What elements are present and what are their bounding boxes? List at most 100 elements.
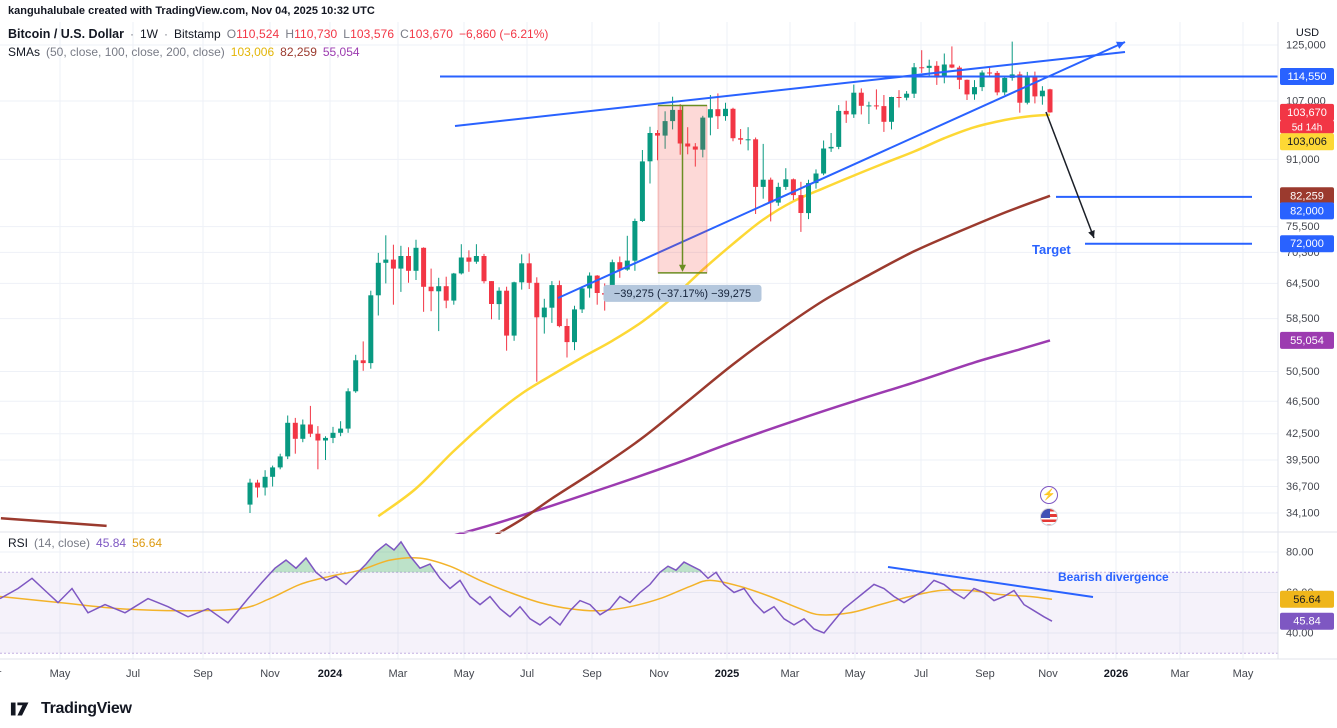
svg-text:May: May [845, 668, 866, 680]
svg-text:34,100: 34,100 [1286, 508, 1320, 520]
target-label[interactable]: Target [1032, 242, 1071, 257]
lower-trendline[interactable] [557, 41, 1126, 299]
change-value: −6,860 (−6.21%) [459, 27, 549, 41]
sma-100-line[interactable] [484, 194, 1051, 542]
sma-legend-title[interactable]: SMAs [8, 45, 41, 59]
svg-text:125,000: 125,000 [1286, 40, 1326, 52]
svg-text:−39,275 (−37.17%) −39,275: −39,275 (−37.17%) −39,275 [614, 288, 751, 300]
ohlc-low: L103,576 [343, 27, 395, 41]
sma-50-line[interactable] [377, 113, 1051, 518]
svg-text:103,670: 103,670 [1287, 107, 1327, 119]
price-badge-103006[interactable]: 103,006 [1280, 133, 1334, 151]
rsi-legend: RSI (14, close) 45.84 56.64 [8, 536, 162, 550]
svg-text:64,500: 64,500 [1286, 278, 1320, 290]
svg-text:46,500: 46,500 [1286, 396, 1320, 408]
sma-100-left-segment[interactable] [0, 517, 107, 528]
sma200-value: 55,054 [322, 45, 360, 59]
footer-bar: TradingView [0, 690, 1337, 728]
attribution-bar: kanguhalubale created with TradingView.c… [0, 0, 1337, 22]
sma100-value: 82,259 [280, 45, 317, 59]
svg-text:2026: 2026 [1104, 668, 1128, 680]
svg-text:2025: 2025 [715, 668, 739, 680]
svg-text:39,500: 39,500 [1286, 455, 1320, 467]
price-badge-82000[interactable]: 82,000 [1280, 202, 1334, 220]
svg-text:5d 14h: 5d 14h [1292, 122, 1323, 133]
attribution-text: kanguhalubale created with TradingView.c… [8, 5, 375, 17]
svg-text:Mar: Mar [1171, 668, 1190, 680]
price-badge-72000[interactable]: 72,000 [1280, 235, 1334, 253]
measure-label: −39,275 (−37.17%) −39,275 [603, 284, 762, 302]
sma-legend-row: SMAs (50, close, 100, close, 200, close)… [8, 43, 548, 61]
svg-text:40.00: 40.00 [1286, 628, 1314, 640]
svg-text:36,700: 36,700 [1286, 481, 1320, 493]
svg-text:May: May [1233, 668, 1254, 680]
price-badge-114550[interactable]: 114,550 [1280, 68, 1334, 85]
price-badge-82259[interactable]: 82,259 [1280, 187, 1334, 205]
tradingview-logo-icon[interactable] [10, 699, 34, 719]
lightning-icon: ⚡ [1042, 488, 1056, 501]
rsi-badge-4584[interactable]: 45.84 [1280, 612, 1334, 630]
svg-text:114,550: 114,550 [1288, 71, 1327, 83]
svg-text:82,259: 82,259 [1290, 190, 1324, 202]
svg-text:103,006: 103,006 [1287, 136, 1327, 148]
legend-separator-2: · [164, 27, 168, 41]
svg-text:2024: 2024 [318, 668, 343, 680]
candlestick-series[interactable] [247, 41, 1053, 513]
rsi-value: 45.84 [96, 536, 127, 550]
tradingview-brand-text[interactable]: TradingView [41, 700, 132, 717]
symbol-title[interactable]: Bitcoin / U.S. Dollar [8, 27, 124, 41]
sma50-value: 103,006 [230, 45, 275, 59]
svg-text:Mar: Mar [389, 668, 408, 680]
svg-text:55,054: 55,054 [1290, 335, 1324, 347]
svg-text:56.64: 56.64 [1293, 594, 1321, 606]
svg-text:Mar: Mar [0, 668, 2, 680]
svg-text:Sep: Sep [193, 668, 213, 680]
divergence-label[interactable]: Bearish divergence [1058, 570, 1169, 584]
economic-event-lightning-icon[interactable]: ⚡ [1040, 486, 1058, 504]
svg-text:Sep: Sep [975, 668, 995, 680]
symbol-legend-row-1: Bitcoin / U.S. Dollar · 1W · Bitstamp O1… [8, 25, 548, 43]
svg-text:Jul: Jul [126, 668, 140, 680]
interval-label[interactable]: 1W [140, 27, 158, 41]
rsi-legend-params: (14, close) [34, 536, 91, 550]
svg-text:Nov: Nov [260, 668, 280, 680]
rsi-band [0, 571, 1278, 654]
price-axis[interactable]: 125,000107,00091,00075,50070,30064,50058… [1277, 22, 1334, 659]
svg-text:50,500: 50,500 [1286, 366, 1320, 378]
legend-separator: · [130, 27, 134, 41]
price-axis-currency-label[interactable]: USD [1295, 27, 1320, 39]
symbol-legend: Bitcoin / U.S. Dollar · 1W · Bitstamp O1… [8, 25, 548, 61]
svg-text:Jul: Jul [520, 668, 534, 680]
svg-text:May: May [454, 668, 475, 680]
price-badge-103670[interactable]: 103,670 [1280, 103, 1334, 121]
sma-200-line[interactable] [431, 339, 1051, 541]
svg-text:Jul: Jul [914, 668, 928, 680]
svg-text:Mar: Mar [781, 668, 800, 680]
divergence-trendline[interactable] [887, 566, 1094, 598]
svg-text:Nov: Nov [649, 668, 669, 680]
svg-text:82,000: 82,000 [1290, 205, 1324, 217]
chart-area[interactable]: Target −39,275 (−37.17%) −39,275 Bearish d… [0, 22, 1337, 690]
svg-text:91,000: 91,000 [1286, 154, 1320, 166]
rsi-line[interactable] [0, 540, 1053, 634]
economic-event-us-flag-icon[interactable] [1040, 508, 1058, 526]
time-axis[interactable]: Mar May Jul Sep Nov 2024 Mar May Jul Sep Nov 2025 Ma… [0, 531, 1337, 680]
rsi-badge-5664[interactable]: 56.64 [1280, 590, 1334, 608]
rsi-legend-title[interactable]: RSI [8, 536, 29, 550]
svg-text:42,500: 42,500 [1286, 428, 1320, 440]
svg-text:Sep: Sep [582, 668, 602, 680]
upper-trendline[interactable] [454, 51, 1126, 127]
rsi-ma-line[interactable] [0, 556, 1053, 616]
price-badge-55054[interactable]: 55,054 [1280, 331, 1334, 349]
projection-arrow[interactable] [1045, 111, 1095, 239]
svg-text:80.00: 80.00 [1286, 547, 1314, 559]
svg-text:45.84: 45.84 [1293, 616, 1321, 628]
rsi-ma-value: 56.64 [132, 536, 163, 550]
svg-text:Nov: Nov [1038, 668, 1058, 680]
svg-text:58,500: 58,500 [1286, 313, 1320, 325]
svg-text:75,500: 75,500 [1286, 221, 1320, 233]
price-range-measurement[interactable]: −39,275 (−37.17%) −39,275 [603, 104, 762, 302]
grid [0, 22, 1278, 659]
price-badge-5d14h[interactable]: 5d 14h [1280, 120, 1334, 134]
ohlc-open: O110,524 [226, 27, 280, 41]
